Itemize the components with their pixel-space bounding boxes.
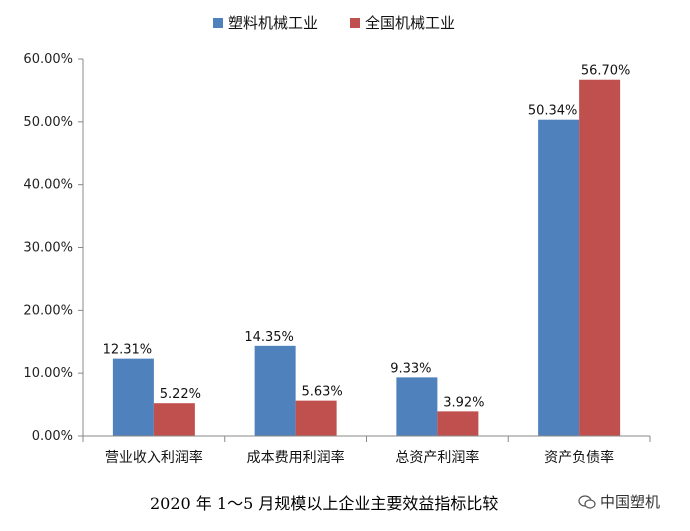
y-tick-label: 60.00% bbox=[23, 52, 73, 67]
chart-caption: 2020 年 1～5 月规模以上企业主要效益指标比较 bbox=[150, 494, 499, 513]
legend-label: 塑料机械工业 bbox=[228, 14, 318, 32]
y-tick-label: 20.00% bbox=[23, 303, 73, 318]
legend-swatch bbox=[350, 18, 360, 28]
y-tick-label: 30.00% bbox=[23, 241, 73, 256]
data-label: 9.33% bbox=[390, 361, 431, 376]
legend-label: 全国机械工业 bbox=[365, 14, 455, 32]
x-tick-label: 成本费用利润率 bbox=[247, 449, 345, 466]
bar bbox=[396, 377, 438, 436]
y-tick-label: 10.00% bbox=[23, 366, 73, 381]
data-label: 12.31% bbox=[103, 343, 153, 358]
bar bbox=[112, 358, 154, 436]
x-tick-label: 资产负债率 bbox=[544, 449, 614, 466]
bars-group: 12.31% 5.22% 14.35% 5.63% 9.33% 3.92% 50.34% 56… bbox=[103, 64, 631, 437]
y-tick-label: 50.00% bbox=[23, 115, 73, 130]
bar bbox=[579, 79, 621, 437]
data-label: 56.70% bbox=[581, 64, 631, 79]
x-tick-label: 营业收入利润率 bbox=[105, 449, 203, 466]
bar bbox=[437, 411, 479, 436]
bar bbox=[295, 400, 337, 436]
y-tick-label: 0.00% bbox=[32, 429, 73, 444]
bar bbox=[254, 345, 296, 436]
data-label: 5.22% bbox=[160, 387, 201, 402]
data-label: 50.34% bbox=[528, 104, 578, 119]
data-label: 3.92% bbox=[443, 395, 484, 410]
watermark-text: 中国塑机 bbox=[600, 493, 661, 511]
data-label: 14.35% bbox=[244, 330, 294, 345]
chart-legend: 塑料机械工业 全国机械工业 bbox=[213, 14, 455, 32]
bar bbox=[538, 119, 580, 437]
watermark: 中国塑机 bbox=[578, 491, 660, 512]
legend-swatch bbox=[213, 18, 223, 28]
wechat-icon bbox=[578, 494, 596, 509]
x-tick-label: 总资产利润率 bbox=[395, 449, 479, 466]
data-label: 5.63% bbox=[301, 385, 342, 400]
bar bbox=[153, 403, 195, 436]
y-axis: 0.00% 10.00% 20.00% 30.00% 40.00% 50.00% 60.00… bbox=[23, 52, 84, 444]
x-axis: 营业收入利润率 成本费用利润率 总资产利润率 资产负债率 bbox=[82, 435, 651, 466]
y-tick-label: 40.00% bbox=[23, 178, 73, 193]
